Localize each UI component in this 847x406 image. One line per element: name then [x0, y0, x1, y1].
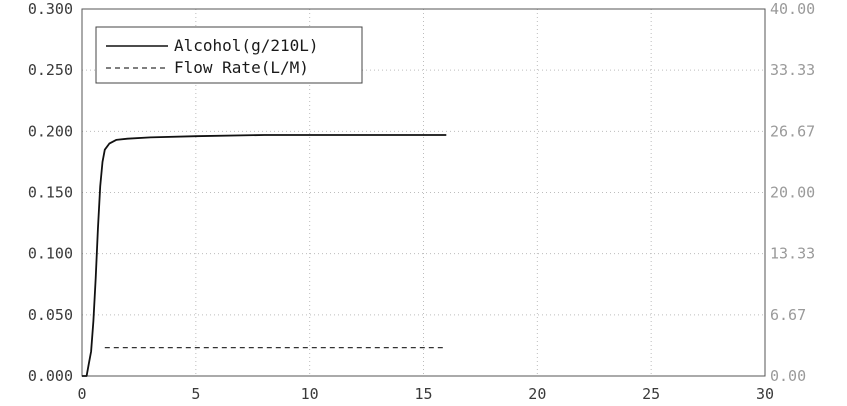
left-tick-label: 0.000	[28, 367, 73, 385]
left-tick-label: 0.250	[28, 61, 73, 79]
right-tick-label: 6.67	[770, 306, 806, 324]
x-tick-label: 25	[642, 385, 660, 403]
right-tick-label: 33.33	[770, 61, 815, 79]
left-tick-label: 0.300	[28, 0, 73, 18]
legend-box	[95, 26, 363, 84]
x-tick-label: 10	[301, 385, 319, 403]
left-tick-label: 0.200	[28, 122, 73, 140]
x-tick-label: 20	[528, 385, 546, 403]
legend: Alcohol(g/210L) Flow Rate(L/M)	[95, 26, 363, 84]
right-tick-label: 13.33	[770, 245, 815, 263]
x-tick-label: 5	[191, 385, 200, 403]
right-tick-label: 26.67	[770, 122, 815, 140]
legend-label-flow-rate: Flow Rate(L/M)	[174, 58, 309, 77]
x-tick-label: 15	[414, 385, 432, 403]
series-alcohol-line	[82, 134, 447, 377]
left-tick-label: 0.150	[28, 184, 73, 202]
legend-label-alcohol: Alcohol(g/210L)	[174, 36, 319, 55]
x-tick-label: 30	[756, 385, 774, 403]
right-y-axis-ticks: 0.00 6.67 13.33 20.00 26.67 33.33 40.00	[770, 0, 815, 385]
plot-frame	[81, 8, 766, 377]
left-y-axis-ticks: 0.000 0.050 0.100 0.150 0.200 0.250 0.300	[28, 0, 73, 385]
right-tick-label: 0.00	[770, 367, 806, 385]
x-axis-ticks: 0 5 10 15 20 25 30	[77, 385, 774, 403]
right-tick-label: 20.00	[770, 184, 815, 202]
x-tick-label: 0	[77, 385, 86, 403]
series-layer	[82, 134, 447, 377]
left-tick-label: 0.050	[28, 306, 73, 324]
right-tick-label: 40.00	[770, 0, 815, 18]
left-tick-label: 0.100	[28, 245, 73, 263]
